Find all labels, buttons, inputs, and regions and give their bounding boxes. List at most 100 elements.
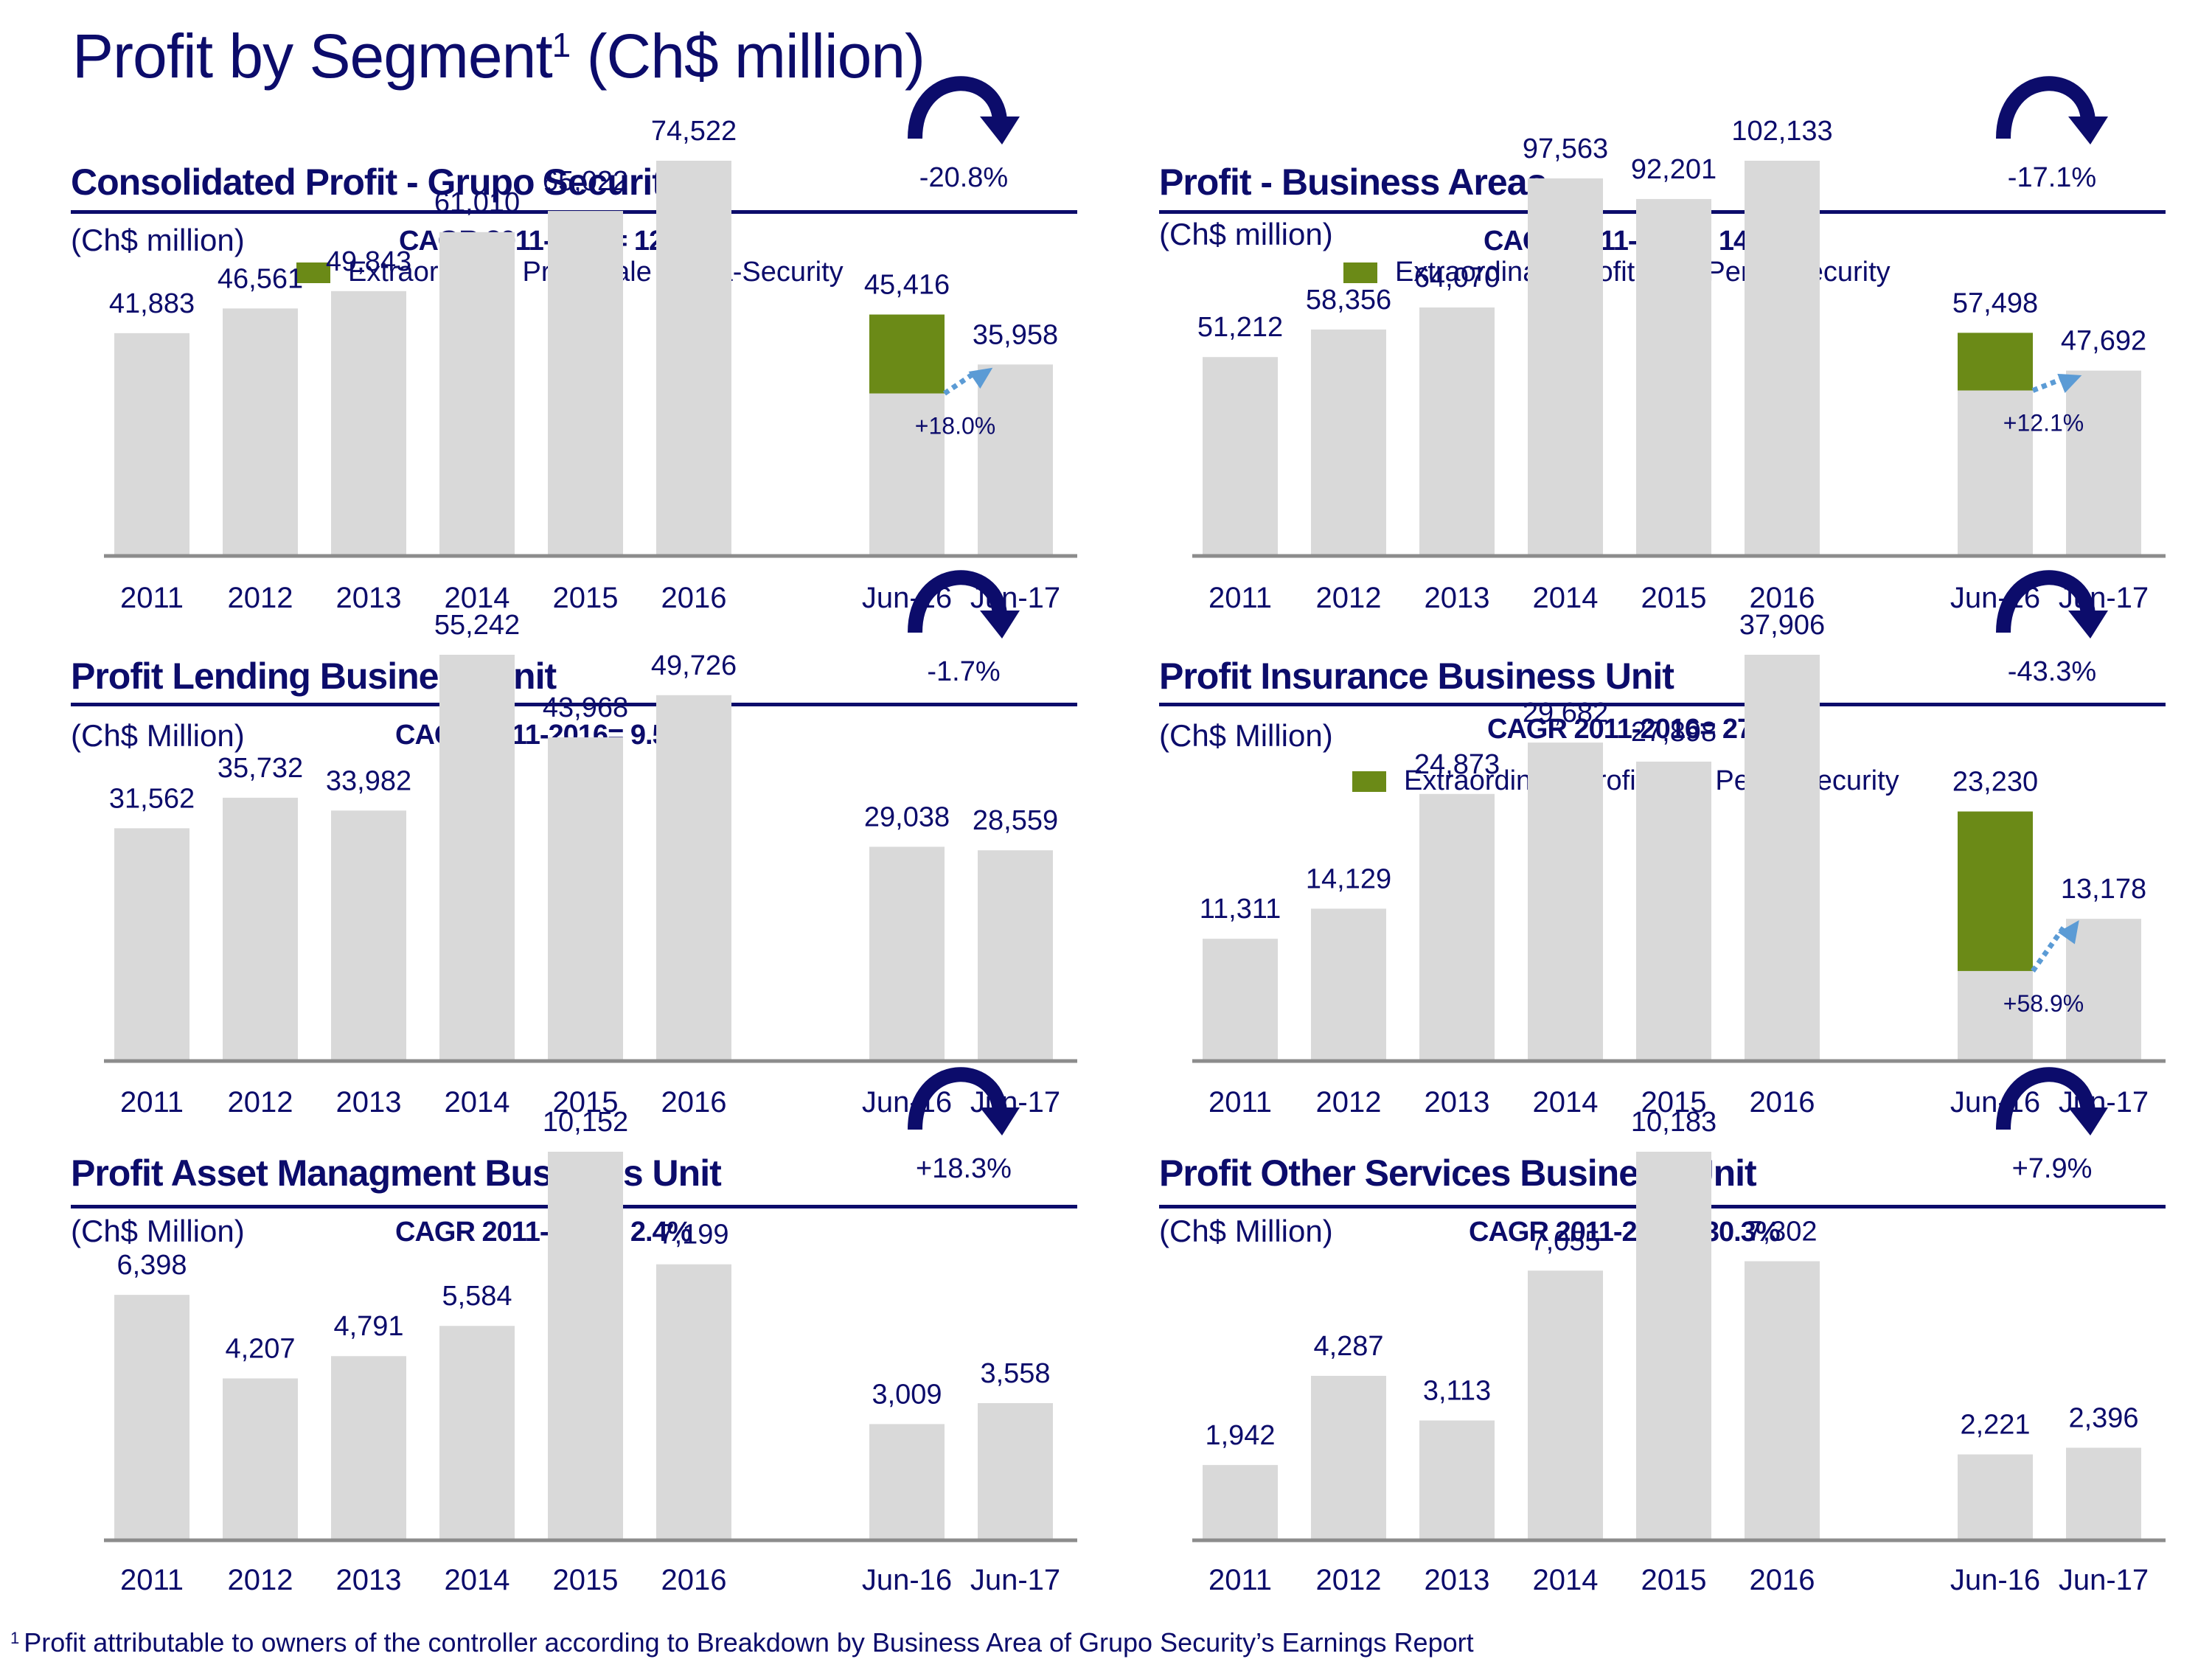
category-label: 2012 [1316, 1086, 1382, 1119]
data-label: 3,558 [980, 1358, 1050, 1389]
data-label: 58,356 [1306, 285, 1391, 316]
data-label: 2,221 [1960, 1409, 2030, 1440]
title-rule [71, 703, 1077, 706]
data-label: 4,791 [333, 1311, 403, 1342]
bar-jun-17 [2066, 919, 2141, 1060]
category-label: 2015 [1641, 1564, 1707, 1596]
category-label: Jun-17 [2059, 1564, 2149, 1596]
category-label: 2011 [120, 582, 184, 614]
bar-jun-17 [2066, 1447, 2141, 1539]
unit-label: (Ch$ Million) [1159, 718, 1333, 753]
bar-jun-16-base [1958, 970, 2033, 1060]
category-label: 2013 [336, 582, 402, 614]
panel-asset-management: Profit Asset Managment Business Unit (Ch… [71, 1067, 1077, 1624]
bar-2012 [223, 797, 298, 1060]
bar-2015 [1636, 761, 1711, 1060]
bar-jun-16 [869, 846, 945, 1060]
growth-arrow-icon [2031, 919, 2079, 973]
data-label: 74,522 [651, 116, 737, 147]
data-label: 7,055 [1530, 1225, 1600, 1256]
category-label: 2016 [661, 1564, 727, 1596]
category-label: 2016 [661, 582, 727, 614]
curved-arrow-icon [908, 76, 1020, 145]
category-label: 2016 [1750, 1086, 1815, 1119]
bar-2016 [1745, 1261, 1820, 1539]
legend-swatch-extraordinary [1343, 262, 1377, 283]
bar-2015 [548, 1152, 623, 1539]
bar-jun-16-extraordinary [1958, 333, 2033, 391]
growth-arrow-icon [2031, 373, 2082, 393]
data-label: 37,906 [1739, 610, 1825, 641]
curved-arrow-icon [1996, 76, 2108, 145]
bar-2015 [548, 737, 623, 1060]
data-label: 3,113 [1423, 1376, 1491, 1407]
data-label: 14,129 [1306, 863, 1391, 894]
data-label: 5,584 [442, 1281, 512, 1312]
data-label: 49,726 [651, 650, 737, 681]
underlying-change-label: +18.0% [915, 413, 995, 439]
curved-arrow-icon [908, 570, 1020, 639]
category-label: Jun-17 [970, 1564, 1060, 1596]
data-label: 11,311 [1200, 894, 1281, 925]
bar-2015 [1636, 1152, 1711, 1539]
bar-2014 [439, 655, 515, 1060]
category-label: 2015 [1641, 1086, 1707, 1119]
bar-2013 [1419, 307, 1495, 554]
page-title-unit: (Ch$ million) [570, 21, 925, 91]
bar-jun-16 [1958, 1454, 2033, 1539]
bar-jun-16-extraordinary [1958, 811, 2033, 971]
bar-2012 [1311, 908, 1386, 1060]
bar-2012 [223, 1378, 298, 1539]
data-label: 46,561 [218, 263, 303, 294]
category-label: 2016 [1750, 582, 1815, 614]
bar-jun-17 [978, 1403, 1053, 1539]
bar-2013 [1419, 793, 1495, 1060]
bar-2014 [439, 1326, 515, 1539]
data-label: 24,873 [1414, 749, 1500, 780]
cagr-label: CAGR 2011-2016= 2.4% [395, 1217, 692, 1248]
bar-jun-16-extraordinary [869, 314, 945, 394]
period-change-label: -17.1% [2008, 162, 2096, 193]
bar-jun-16 [869, 1424, 945, 1539]
panel-lending: Profit Lending Business Unit (Ch$ Millio… [71, 570, 1077, 1127]
bar-2016 [1745, 655, 1820, 1060]
bar-chart-asset-management: 6,398 2011 4,207 2012 4,791 2013 5,584 2014 10,1… [104, 1067, 1077, 1596]
bar-2011 [1203, 357, 1278, 554]
bar-chart-lending: 31,562201135,732201233,982201355,2422014… [104, 570, 1077, 1119]
category-label: Jun-16 [1950, 1086, 2040, 1119]
category-label: 2015 [553, 1086, 619, 1119]
bar-chart-other-services: 1,942 2011 4,287 2012 3,113 2013 7,055 2014 10,1… [1192, 1067, 2166, 1596]
category-label: 2012 [228, 1564, 293, 1596]
category-label: 2011 [120, 1086, 184, 1119]
category-label: 2015 [553, 1564, 619, 1596]
bar-2016 [656, 161, 731, 554]
bar-2014 [1528, 178, 1603, 554]
category-label: 2014 [1533, 1564, 1599, 1596]
bar-2014 [1528, 1270, 1603, 1539]
bar-chart-consolidated: 41,883 2011 46,561 2012 49,843 2013 61,010 2014… [104, 76, 1077, 614]
bar-2013 [1419, 1420, 1495, 1539]
bar-2011 [1203, 939, 1278, 1060]
bar-2015 [1636, 198, 1711, 554]
category-label: 2015 [1641, 582, 1707, 614]
bar-2013 [331, 1356, 406, 1539]
data-label: 31,562 [109, 783, 195, 814]
data-label: 35,732 [218, 753, 303, 784]
bar-2011 [114, 1295, 189, 1539]
panel-title: Profit Insurance Business Unit [1159, 655, 1674, 697]
category-label: 2014 [445, 582, 510, 614]
category-label: Jun-16 [1950, 1564, 2040, 1596]
category-label: 2013 [1425, 1564, 1490, 1596]
legend-swatch-extraordinary [1352, 771, 1386, 792]
bar-jun-16-base [869, 393, 945, 554]
bar-chart-business-areas: 51,212 2011 58,356 2012 64,070 2013 97,563 2014… [1192, 76, 2166, 614]
footnote-text: Profit attributable to owners of the con… [24, 1627, 1474, 1658]
data-label: 13,178 [2061, 874, 2146, 905]
data-label: 1,942 [1205, 1420, 1275, 1451]
period-change-label: -1.7% [927, 656, 1000, 687]
unit-label: (Ch$ million) [71, 223, 245, 257]
curved-arrow-icon [1996, 570, 2108, 639]
category-label: 2013 [336, 1086, 402, 1119]
period-change-label: -43.3% [2008, 656, 2096, 687]
category-label: 2012 [228, 582, 293, 614]
